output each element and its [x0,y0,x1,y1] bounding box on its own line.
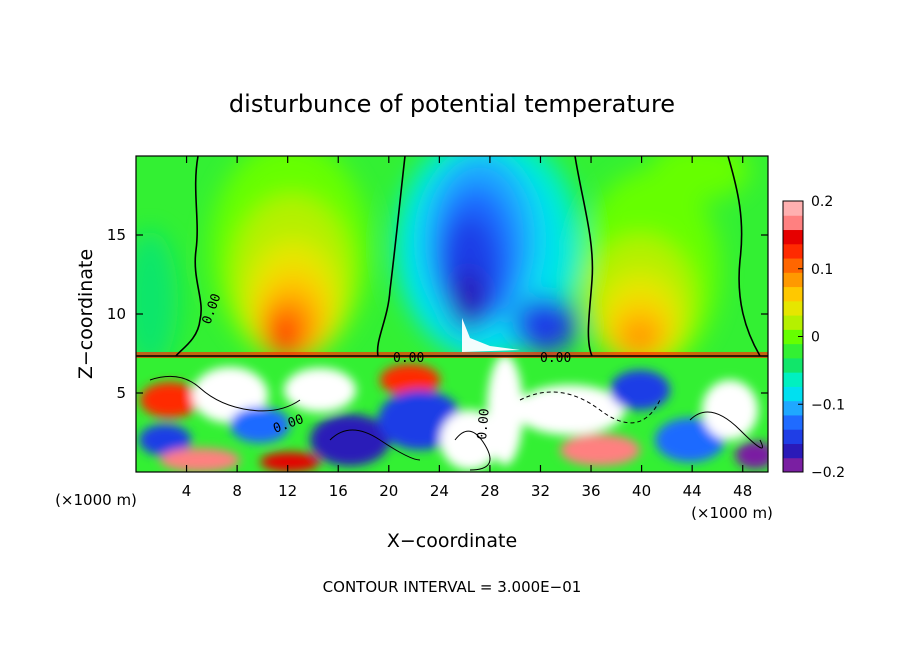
colorbar-tick-label: 0 [811,330,820,346]
y-tick-label: 5 [116,384,126,402]
upper-field [136,156,750,357]
x-tick-label: 16 [329,482,348,500]
colorbar-swatch [783,443,803,459]
x-tick-label: 28 [480,482,499,500]
x-unit-right: (×1000 m) [691,504,773,522]
y-axis-label: Z−coordinate [75,249,97,379]
x-tick-label: 40 [632,482,651,500]
x-unit-left: (×1000 m) [55,491,137,509]
colorbar-swatch [783,243,803,259]
colorbar-swatch [783,400,803,416]
colorbar-swatch [783,201,803,216]
x-tick-label: 20 [379,482,398,500]
colorbar-swatch [783,386,803,402]
x-tick-label: 32 [531,482,550,500]
x-axis: 4 8 12 16 20 24 28 32 36 40 44 48 [182,156,752,500]
colorbar-swatch [783,315,803,330]
chart-title: disturbunce of potential temperature [229,90,675,118]
y-axis: 5 10 15 [107,226,768,402]
colorbar-swatch [783,300,803,316]
contour-interval-note: CONTOUR INTERVAL = 3.000E−01 [323,578,582,596]
x-tick-label: 12 [278,482,297,500]
colorbar-tick-label: −0.1 [811,397,845,413]
colorbar-swatch [783,286,803,302]
x-tick-label: 8 [232,482,242,500]
colorbar-swatch [783,457,803,473]
x-tick-label: 4 [182,482,192,500]
colorbar-swatch [783,357,803,373]
colorbar-swatch [783,429,803,444]
y-tick-label: 10 [107,305,126,323]
colorbar-tick-label: −0.2 [811,465,845,481]
colorbar-swatch [783,258,803,273]
lower-field [136,355,768,472]
x-axis-label: X−coordinate [387,530,517,552]
colorbar-swatch [783,343,803,359]
colorbar-tick-label: 0.2 [811,194,833,210]
x-tick-label: 36 [581,482,600,500]
colorbar-swatch [783,215,803,231]
colorbar-swatch [783,272,803,288]
colorbar: 0.2 0.1 0 −0.1 −0.2 [782,194,845,481]
x-tick-label: 24 [430,482,449,500]
colorbar-swatch [783,414,803,430]
contour-label: 0.00 [475,408,493,441]
colorbar-swatch [783,329,803,345]
x-tick-label: 44 [683,482,702,500]
contour-label: 0.00 [540,351,571,366]
y-tick-label: 15 [107,226,126,244]
field-layer [136,156,768,472]
colorbar-tick-label: 0.1 [811,262,833,278]
x-tick-label: 48 [733,482,752,500]
colorbar-swatch [783,229,803,245]
colorbar-swatch [783,372,803,387]
contour-label: 0.00 [393,351,424,366]
